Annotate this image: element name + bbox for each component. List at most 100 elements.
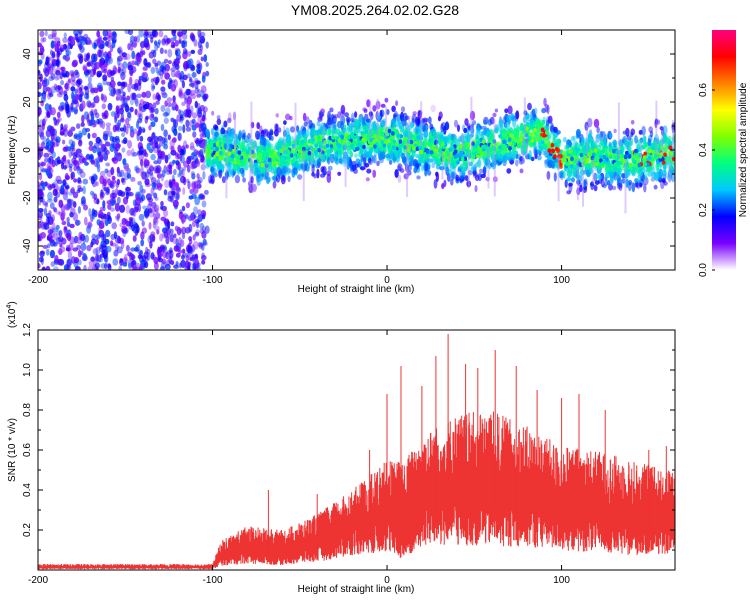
spectrogram-noise-dot bbox=[116, 196, 121, 205]
spectrogram-signal-dot bbox=[205, 163, 210, 169]
spectrogram-core-dot bbox=[538, 136, 543, 141]
spectrogram-noise-dot bbox=[52, 116, 57, 121]
spectrogram-noise-dot bbox=[191, 72, 197, 78]
spectrogram-noise-dot bbox=[196, 80, 201, 85]
spectrogram-noise-dot bbox=[104, 218, 109, 227]
spectrogram-noise-dot bbox=[38, 151, 42, 161]
spectrogram-noise-dot bbox=[177, 132, 183, 141]
spectrogram-noise-dot bbox=[201, 200, 207, 208]
spectrogram-noise-dot bbox=[100, 93, 104, 101]
spectrogram-noise-dot bbox=[173, 168, 177, 176]
spectrogram-noise-dot bbox=[111, 175, 116, 181]
spectrogram-noise-dot bbox=[39, 250, 45, 257]
spectrogram-noise-dot bbox=[144, 171, 150, 179]
spectrogram-noise-dot bbox=[145, 90, 152, 99]
spectrogram-noise-dot bbox=[181, 254, 185, 260]
spectrogram-noise-dot bbox=[122, 55, 128, 61]
spectrogram-noise-dot bbox=[114, 215, 120, 220]
spectrogram-noise-dot bbox=[49, 183, 56, 189]
spectrogram-noise-dot bbox=[112, 136, 117, 143]
spectrogram-signal-dot bbox=[302, 112, 307, 122]
spectrogram-noise-dot bbox=[124, 53, 131, 61]
spectrogram-signal-dot bbox=[527, 102, 532, 111]
spectrogram-signal-dot bbox=[354, 111, 358, 118]
spectrogram-core-dot bbox=[547, 141, 551, 146]
spectrogram-signal-dot bbox=[283, 165, 289, 173]
spectrogram-core-dot bbox=[239, 159, 244, 164]
spectrogram-noise-dot bbox=[126, 95, 131, 101]
spectrogram-noise-dot bbox=[40, 162, 46, 167]
spectrogram-signal-dot bbox=[457, 124, 460, 132]
spectrogram-signal-dot bbox=[234, 174, 241, 184]
spectrogram-noise-dot bbox=[60, 66, 66, 72]
spectrogram-noise-dot bbox=[116, 213, 121, 220]
spectrogram-noise-dot bbox=[62, 139, 66, 145]
spectrogram-core-dot bbox=[600, 161, 605, 166]
spectrogram-noise-dot bbox=[139, 50, 144, 58]
spectrogram-core-dot bbox=[356, 142, 360, 147]
spectrogram-noise-dot bbox=[185, 202, 190, 209]
spectrogram-noise-dot bbox=[72, 247, 79, 252]
spectrogram-noise-dot bbox=[147, 136, 153, 143]
spectrogram-noise-dot bbox=[181, 248, 186, 254]
spectrogram-noise-dot bbox=[163, 209, 169, 217]
spectrogram-noise-dot bbox=[56, 111, 61, 119]
spectrogram-noise-dot bbox=[183, 60, 189, 70]
spectrogram-noise-dot bbox=[139, 135, 144, 142]
spectrogram-signal-dot bbox=[515, 110, 520, 120]
spectrogram-noise-dot bbox=[61, 156, 67, 165]
spectrogram-noise-dot bbox=[65, 49, 72, 56]
spectrogram-noise-dot bbox=[140, 159, 144, 167]
spectrogram-core-dot bbox=[329, 144, 334, 149]
spectrogram-noise-dot bbox=[193, 206, 198, 216]
spectrogram-noise-dot bbox=[57, 48, 63, 56]
spectrogram-noise-dot bbox=[116, 57, 121, 66]
spectrogram-noise-dot bbox=[83, 85, 89, 91]
spectrogram-noise-dot bbox=[172, 236, 178, 245]
spectrogram-noise-dot bbox=[134, 60, 139, 66]
spectrogram-noise-dot bbox=[140, 231, 145, 240]
spectrogram-noise-dot bbox=[134, 99, 138, 104]
spectrogram-noise-dot bbox=[147, 102, 153, 110]
spectrogram-noise-dot bbox=[44, 157, 49, 163]
spectrogram-noise-dot bbox=[129, 98, 134, 106]
spectrogram-signal-dot bbox=[429, 123, 434, 131]
spectrogram-noise-dot bbox=[91, 66, 96, 73]
spectrogram-core-dot bbox=[289, 153, 294, 158]
spectrogram-signal-dot bbox=[363, 157, 367, 167]
spectrogram-noise-dot bbox=[134, 53, 141, 62]
spectrogram-noise-dot bbox=[159, 150, 166, 160]
spectrogram-signal-dot bbox=[355, 158, 361, 164]
spectrogram-noise-dot bbox=[161, 205, 167, 212]
spectrogram-noise-dot bbox=[143, 58, 148, 67]
spectrogram-noise-dot bbox=[202, 171, 206, 180]
spectrogram-signal-dot bbox=[660, 179, 665, 190]
spectrogram-noise-dot bbox=[162, 143, 166, 149]
spectrogram-signal-dot bbox=[340, 109, 345, 117]
spectrogram-signal-dot bbox=[401, 117, 406, 127]
spectrogram-noise-dot bbox=[178, 166, 184, 175]
spectrogram-noise-dot bbox=[105, 245, 112, 253]
spectrogram-noise-dot bbox=[85, 153, 91, 160]
spectrogram-noise-dot bbox=[67, 78, 72, 83]
spectrogram-core-dot bbox=[637, 163, 642, 168]
spectrogram-signal-dot bbox=[584, 121, 589, 131]
spectrogram-noise-dot bbox=[98, 210, 104, 219]
spectrogram-core-dot bbox=[542, 143, 547, 149]
spectrogram-noise-dot bbox=[142, 66, 148, 71]
spectrogram-noise-dot bbox=[75, 219, 80, 226]
spectrogram-noise-dot bbox=[175, 252, 181, 258]
spectrogram-signal-dot bbox=[542, 150, 546, 156]
spectrogram-noise-dot bbox=[150, 252, 155, 260]
spectrogram-noise-dot bbox=[124, 165, 129, 172]
spectrogram-noise-dot bbox=[154, 207, 159, 213]
spectrogram-noise-dot bbox=[95, 160, 100, 169]
spectrogram-noise-dot bbox=[167, 48, 173, 58]
spectrogram-noise-dot bbox=[154, 225, 160, 232]
spectrogram-core-dot bbox=[502, 144, 506, 149]
spectrogram-noise-dot bbox=[147, 235, 152, 244]
spectrogram-noise-dot bbox=[135, 197, 141, 206]
spectrogram-signal-dot bbox=[542, 116, 546, 123]
spectrogram-signal-dot bbox=[441, 183, 445, 189]
spectrogram-noise-dot bbox=[101, 112, 106, 117]
